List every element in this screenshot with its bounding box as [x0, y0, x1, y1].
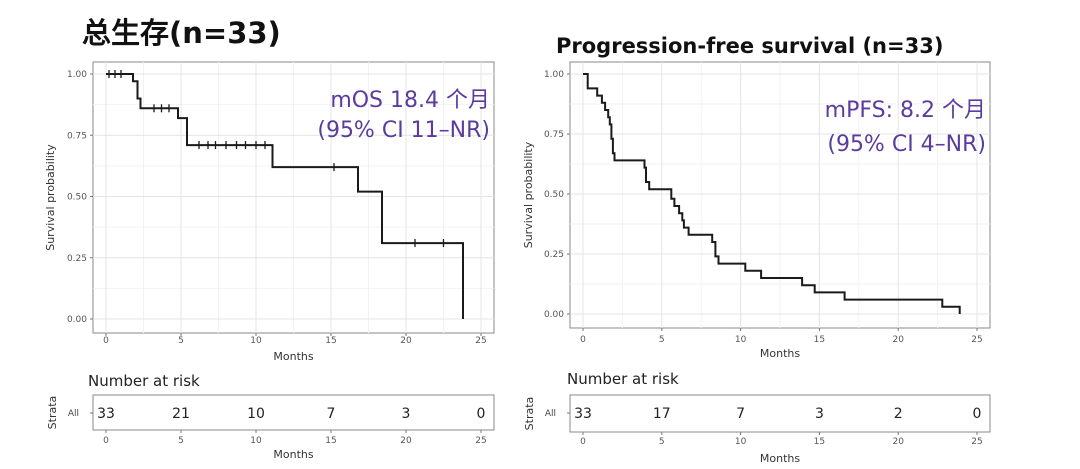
pfs-risk-count: 17: [653, 406, 671, 422]
os-risk-strata-axis-label: Strata: [46, 396, 59, 430]
os-ci-annotation: (95% CI 11–NR): [317, 118, 490, 143]
pfs-risk-strata-axis-label: Strata: [523, 397, 536, 431]
pfs-x-tick-label: 0: [580, 335, 586, 345]
pfs-survival-curve: [583, 73, 961, 314]
pfs-y-tick-label: 0.75: [544, 130, 564, 140]
os-x-tick-label: 5: [178, 336, 184, 346]
os-risk-count: 10: [247, 406, 265, 422]
os-risk-x-tick-label: 5: [178, 436, 184, 446]
pfs-risk-strata-label: All: [545, 409, 556, 419]
os-y-tick-label: 0.25: [67, 254, 87, 264]
pfs-risk-count: 7: [736, 406, 745, 422]
pfs-y-axis-label: Survival probability: [522, 141, 535, 248]
pfs-median-annotation: mPFS: 8.2 个月: [824, 98, 986, 123]
os-risk-x-tick-label: 20: [400, 436, 412, 446]
os-survival-curve: [106, 73, 464, 319]
pfs-risk-table-title: Number at risk: [567, 370, 679, 388]
os-x-tick-label: 25: [475, 336, 486, 346]
os-risk-table-title: Number at risk: [88, 372, 200, 390]
pfs-y-tick-label: 0.00: [544, 310, 564, 320]
os-x-tick-label: 10: [250, 336, 262, 346]
pfs-risk-x-tick-label: 0: [580, 437, 586, 447]
pfs-risk-x-tick-label: 20: [892, 437, 904, 447]
os-risk-table-panel: [92, 394, 495, 431]
pfs-y-tick-label: 0.25: [544, 250, 564, 260]
os-risk-count: 3: [402, 406, 411, 422]
pfs-risk-count: 2: [894, 406, 903, 422]
os-y-tick-label: 1.00: [67, 70, 87, 80]
pfs-x-tick-label: 20: [892, 335, 904, 345]
os-x-tick-label: 0: [103, 336, 109, 346]
pfs-risk-count: 33: [574, 406, 592, 422]
pfs-y-tick-label: 1.00: [544, 70, 564, 80]
pfs-risk-x-tick-label: 10: [735, 437, 747, 447]
os-x-axis-label: Months: [273, 350, 313, 363]
os-y-tick-label: 0.50: [67, 193, 87, 203]
os-risk-x-tick-label: 25: [475, 436, 486, 446]
os-risk-x-tick-label: 15: [325, 436, 336, 446]
pfs-x-tick-label: 15: [814, 335, 825, 345]
os-risk-count: 7: [327, 406, 336, 422]
os-risk-x-tick-label: 0: [103, 436, 109, 446]
pfs-risk-table-panel: [569, 394, 991, 433]
os-y-axis-label: Survival probability: [44, 144, 57, 251]
pfs-y-tick-label: 0.50: [544, 190, 564, 200]
os-x-tick-label: 20: [400, 336, 412, 346]
os-risk-x-tick-label: 10: [250, 436, 262, 446]
os-chart-title: 总生存(n=33): [82, 16, 281, 50]
os-risk-count: 33: [97, 406, 115, 422]
os-y-tick-label: 0.00: [67, 315, 87, 325]
os-risk-count: 21: [172, 406, 190, 422]
pfs-x-tick-label: 25: [971, 335, 982, 345]
pfs-risk-count: 3: [815, 406, 824, 422]
pfs-chart-title: Progression-free survival (n=33): [556, 34, 944, 58]
pfs-x-axis-label: Months: [760, 347, 800, 360]
pfs-risk-x-tick-label: 25: [971, 437, 982, 447]
pfs-risk-x-tick-label: 15: [814, 437, 825, 447]
os-y-tick-label: 0.75: [67, 131, 87, 141]
pfs-risk-count: 0: [973, 406, 982, 422]
os-risk-count: 0: [477, 406, 486, 422]
os-median-annotation: mOS 18.4 个月: [330, 88, 490, 113]
pfs-risk-x-tick-label: 5: [659, 437, 665, 447]
pfs-x-tick-label: 5: [659, 335, 665, 345]
pfs-ci-annotation: (95% CI 4–NR): [827, 132, 986, 157]
os-risk-x-axis-label: Months: [273, 448, 313, 461]
pfs-x-tick-label: 10: [735, 335, 747, 345]
os-risk-strata-label: All: [68, 409, 79, 419]
os-x-tick-label: 15: [325, 336, 336, 346]
pfs-risk-x-axis-label: Months: [760, 452, 800, 465]
